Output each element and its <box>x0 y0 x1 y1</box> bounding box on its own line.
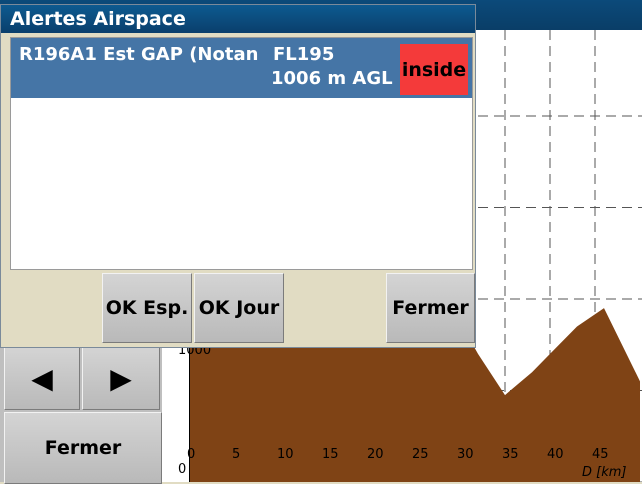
x-tick-labels: 0 5 10 15 20 25 30 35 40 45 <box>187 447 609 462</box>
x-tick-label: 5 <box>232 447 240 462</box>
x-axis-label: D [km] <box>582 465 626 480</box>
next-button[interactable]: ▶ <box>82 346 160 410</box>
x-tick-label: 30 <box>457 447 474 462</box>
right-triangle-icon: ▶ <box>110 361 132 395</box>
airspace-top-altitude: FL195 <box>273 44 335 65</box>
alert-list[interactable]: R196A1 Est GAP (Notan FL195 1006 m AGL i… <box>10 37 473 270</box>
x-tick-label: 0 <box>187 447 195 462</box>
x-tick-label: 20 <box>367 447 384 462</box>
x-tick-label: 25 <box>412 447 429 462</box>
navigation-panel: ◀ ▶ Fermer <box>0 340 162 484</box>
left-triangle-icon: ◀ <box>31 361 53 395</box>
x-tick-label: 35 <box>502 447 519 462</box>
airspace-bottom-altitude: 1006 m AGL <box>271 68 393 89</box>
status-badge: inside <box>400 44 468 95</box>
previous-button[interactable]: ◀ <box>4 346 80 410</box>
x-tick-label: 45 <box>592 447 609 462</box>
alert-row[interactable]: R196A1 Est GAP (Notan FL195 1006 m AGL i… <box>11 38 472 98</box>
ok-day-button[interactable]: OK Jour <box>194 273 284 343</box>
x-tick-label: 10 <box>277 447 294 462</box>
dialog-title: Alertes Airspace <box>1 5 475 33</box>
airspace-alerts-dialog: Alertes Airspace R196A1 Est GAP (Notan F… <box>0 4 476 348</box>
close-button[interactable]: Fermer <box>386 273 475 343</box>
terrain-area <box>190 308 640 482</box>
ok-space-button[interactable]: OK Esp. <box>102 273 192 343</box>
background-close-button[interactable]: Fermer <box>4 412 162 484</box>
x-tick-label: 15 <box>322 447 339 462</box>
airspace-name: R196A1 Est GAP (Notan <box>19 44 259 65</box>
y-tick-label-0: 0 <box>178 462 186 477</box>
x-tick-label: 40 <box>547 447 564 462</box>
